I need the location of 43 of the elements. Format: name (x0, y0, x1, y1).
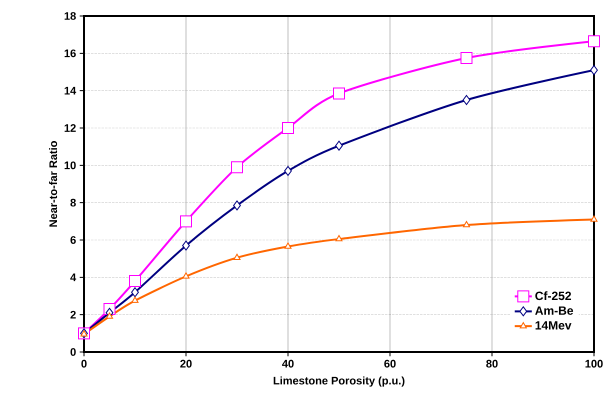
point (588, 35, 600, 48)
legend-label: Cf-252 (535, 291, 572, 300)
y-tick-label: 8 (70, 198, 76, 207)
point (333, 87, 345, 100)
x-tick-label: 40 (282, 360, 294, 368)
point (284, 166, 292, 176)
x-tick-label: 80 (486, 360, 498, 368)
point (462, 221, 470, 228)
point (590, 215, 598, 222)
y-tick-label: 14 (64, 86, 76, 94)
point (231, 161, 244, 174)
x-axis-title: Limestone Porosity (p.u.) (274, 376, 404, 387)
y-tick-label: 6 (70, 236, 76, 244)
y-axis-title: Near-to-far Ratio (49, 141, 58, 227)
point (131, 296, 139, 303)
point (182, 272, 190, 279)
legend-label: Am-Be (535, 306, 574, 315)
point (282, 122, 294, 134)
y-tick-label: 0 (70, 348, 76, 356)
point (129, 275, 142, 288)
point (590, 65, 598, 76)
x-tick-label: 60 (384, 360, 396, 368)
point (233, 200, 241, 210)
x-tick-label: 0 (81, 360, 87, 368)
point (284, 242, 292, 249)
x-tick-label: 100 (586, 360, 603, 368)
x-tick-label: 20 (180, 360, 192, 368)
point (335, 140, 343, 151)
y-tick-label: 10 (64, 161, 76, 170)
y-tick-label: 18 (64, 12, 76, 20)
y-tick-label: 12 (64, 124, 76, 132)
y-tick-label: 4 (70, 274, 76, 282)
point (182, 240, 190, 251)
point (462, 94, 470, 105)
y-tick-label: 2 (70, 310, 76, 318)
point (106, 312, 114, 319)
point (233, 254, 241, 260)
point (180, 215, 192, 228)
point (460, 52, 472, 64)
point (335, 235, 343, 242)
y-tick-label: 16 (64, 49, 76, 58)
point (131, 287, 139, 298)
legend-label: 14Mev (536, 321, 572, 330)
